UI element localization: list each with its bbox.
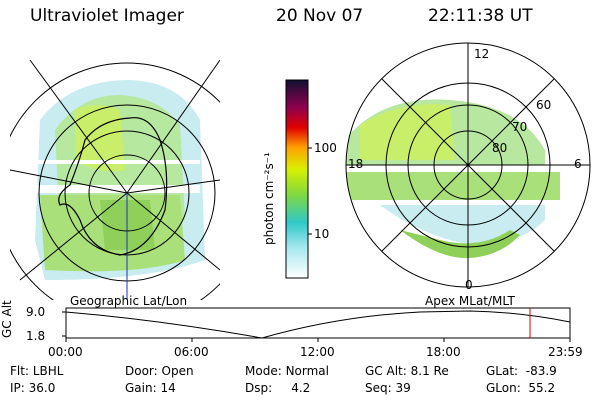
colorbar-tick-100: 100 — [314, 141, 337, 155]
info-gc-alt: GC Alt: 8.1 Re — [365, 364, 449, 378]
time-tick-0600: 06:00 — [174, 345, 209, 359]
apex-caption: Apex MLat/MLT — [425, 294, 515, 308]
lat-label-70: 70 — [512, 120, 528, 134]
colorbar-tick-10: 10 — [314, 227, 330, 241]
info-door: Door: Open — [125, 364, 194, 378]
altitude-tick-9: 9.0 — [26, 305, 46, 319]
info-glon: GLon: 55.2 — [486, 381, 556, 395]
info-glat: GLat: -83.9 — [486, 364, 557, 378]
info-ip: IP: 36.0 — [10, 381, 56, 395]
mlt-label-0: 0 — [465, 278, 473, 292]
altitude-ylabel: GC Alt — [0, 300, 14, 338]
time-tick-2359: 23:59 — [548, 345, 583, 359]
mlt-label-12: 12 — [474, 47, 490, 61]
time-tick-1800: 18:00 — [426, 345, 461, 359]
time-label: 22:11:38 UT — [428, 6, 533, 26]
mlt-label-18: 18 — [348, 157, 364, 171]
info-gain: Gain: 14 — [125, 381, 176, 395]
info-dsp: Dsp: 4.2 — [245, 381, 311, 395]
date-label: 20 Nov 07 — [276, 6, 364, 26]
lat-label-80: 80 — [492, 141, 508, 155]
altitude-tick-1.8: 1.8 — [26, 329, 46, 343]
time-tick-0000: 00:00 — [48, 345, 83, 359]
geographic-caption: Geographic Lat/Lon — [70, 294, 188, 308]
instrument-title: Ultraviolet Imager — [30, 6, 184, 26]
time-tick-1200: 12:00 — [300, 345, 335, 359]
info-mode: Mode: Normal — [245, 364, 329, 378]
lat-label-60: 60 — [536, 98, 552, 112]
info-filter: Flt: LBHL — [10, 364, 64, 378]
colorbar — [285, 79, 312, 279]
info-seq: Seq: 39 — [365, 381, 411, 395]
mlt-label-6: 6 — [574, 157, 582, 171]
